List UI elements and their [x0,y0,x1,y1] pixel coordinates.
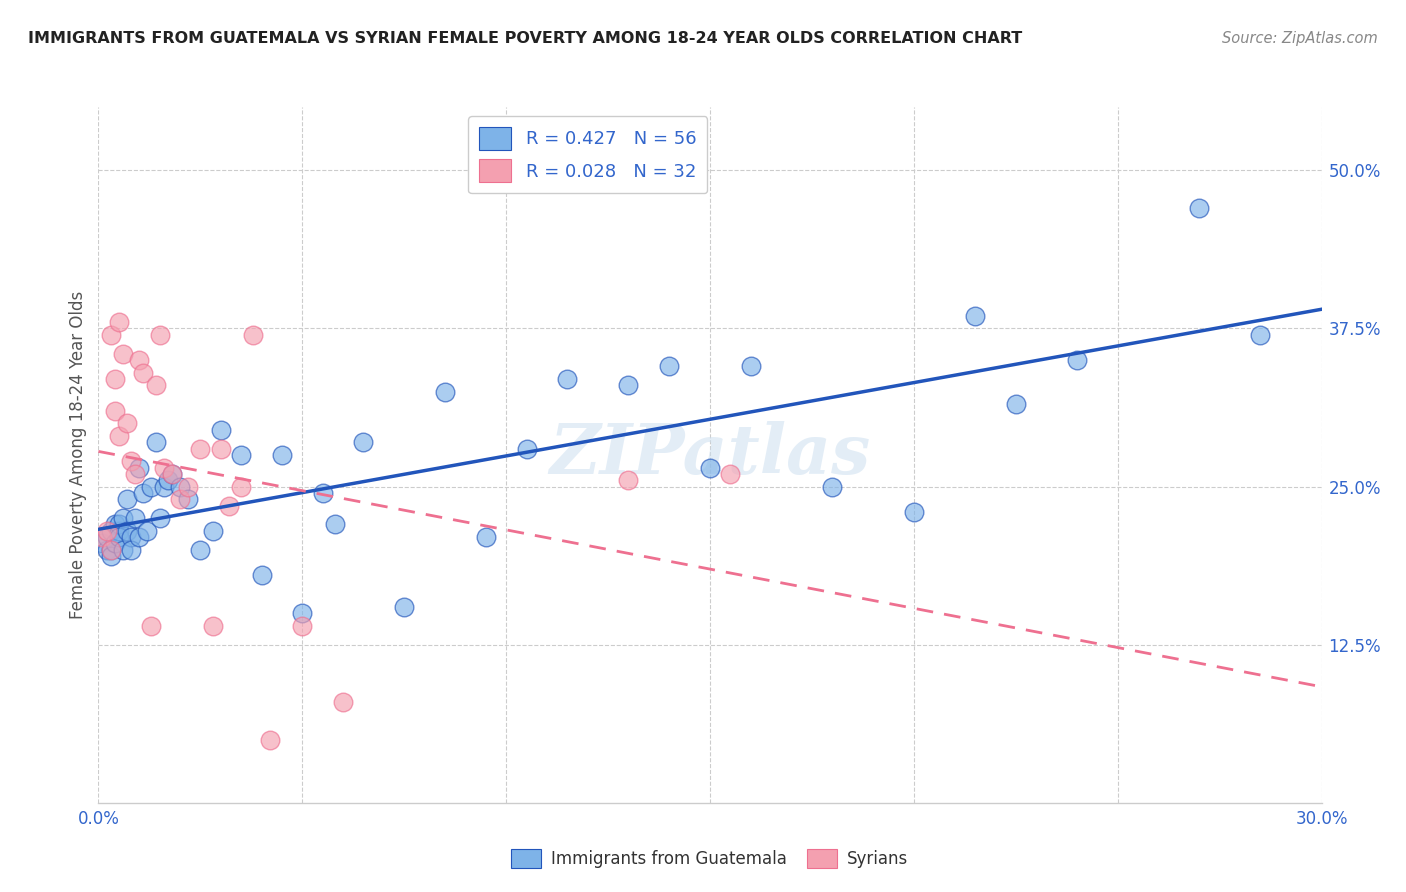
Point [209,442,232,456]
Point [91,530,114,544]
Point [100,327,122,342]
Point [474,530,498,544]
Point [720,467,742,481]
Point [141,479,163,493]
Point [149,511,172,525]
Point [108,517,131,532]
Point [120,542,142,557]
Point [108,530,131,544]
Point [115,417,138,431]
Point [91,536,114,550]
Point [104,403,127,417]
Point [96,542,118,557]
Point [1004,397,1026,411]
Text: Source: ZipAtlas.com: Source: ZipAtlas.com [1222,31,1378,46]
Point [124,511,146,525]
Point [132,486,155,500]
Point [291,618,314,632]
Point [231,448,253,462]
Point [128,530,150,544]
Point [312,486,335,500]
Point [270,448,294,462]
Point [100,549,122,563]
Point [332,695,354,709]
Point [250,568,273,582]
Point [903,505,925,519]
Legend: Immigrants from Guatemala, Syrians: Immigrants from Guatemala, Syrians [505,842,915,874]
Point [516,442,538,456]
Point [821,479,844,493]
Point [141,618,163,632]
Point [617,378,640,392]
Point [132,366,155,380]
Point [128,460,150,475]
Point [699,460,721,475]
Point [152,460,174,475]
Point [1188,201,1211,215]
Point [218,499,240,513]
Point [100,542,122,557]
Point [231,479,253,493]
Point [1066,353,1088,368]
Point [104,517,127,532]
Point [111,511,134,525]
Point [177,479,200,493]
Point [434,384,457,399]
Point [740,359,762,374]
Text: ZIPatlas: ZIPatlas [550,421,870,489]
Point [104,536,127,550]
Point [965,309,987,323]
Point [96,524,118,538]
Y-axis label: Female Poverty Among 18-24 Year Olds: Female Poverty Among 18-24 Year Olds [69,291,87,619]
Point [108,524,131,538]
Point [96,530,118,544]
Point [120,454,142,468]
Point [658,359,681,374]
Point [209,423,232,437]
Point [111,347,134,361]
Point [323,517,346,532]
Point [108,315,131,329]
Point [1249,327,1271,342]
Point [100,524,122,538]
Point [115,524,138,538]
Point [188,442,212,456]
Point [160,467,183,481]
Point [557,372,579,386]
Point [108,429,131,443]
Point [188,542,212,557]
Point [177,492,200,507]
Point [201,524,224,538]
Point [242,327,264,342]
Point [392,599,416,614]
Point [160,467,183,481]
Point [617,473,640,487]
Point [201,618,224,632]
Point [111,542,134,557]
Text: IMMIGRANTS FROM GUATEMALA VS SYRIAN FEMALE POVERTY AMONG 18-24 YEAR OLDS CORRELA: IMMIGRANTS FROM GUATEMALA VS SYRIAN FEMA… [28,31,1022,46]
Point [291,606,314,620]
Point [259,732,281,747]
Point [128,353,150,368]
Point [136,524,159,538]
Point [120,530,142,544]
Point [145,435,167,450]
Point [156,473,179,487]
Point [152,479,174,493]
Point [169,492,191,507]
Point [104,372,127,386]
Point [352,435,374,450]
Point [100,542,122,557]
Point [145,378,167,392]
Point [149,327,172,342]
Point [115,492,138,507]
Point [124,467,146,481]
Point [169,479,191,493]
